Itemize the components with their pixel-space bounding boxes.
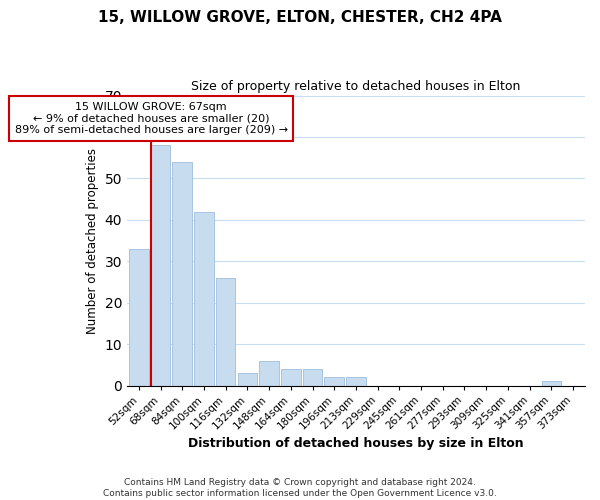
Text: 15 WILLOW GROVE: 67sqm
← 9% of detached houses are smaller (20)
89% of semi-deta: 15 WILLOW GROVE: 67sqm ← 9% of detached … — [14, 102, 288, 135]
Bar — [259, 360, 279, 386]
Bar — [281, 369, 301, 386]
X-axis label: Distribution of detached houses by size in Elton: Distribution of detached houses by size … — [188, 437, 524, 450]
Bar — [194, 212, 214, 386]
Title: Size of property relative to detached houses in Elton: Size of property relative to detached ho… — [191, 80, 521, 93]
Bar — [129, 249, 149, 386]
Bar — [216, 278, 235, 386]
Bar — [542, 382, 561, 386]
Text: Contains HM Land Registry data © Crown copyright and database right 2024.
Contai: Contains HM Land Registry data © Crown c… — [103, 478, 497, 498]
Bar — [303, 369, 322, 386]
Bar — [346, 378, 366, 386]
Y-axis label: Number of detached properties: Number of detached properties — [86, 148, 99, 334]
Bar — [151, 146, 170, 386]
Bar — [238, 373, 257, 386]
Text: 15, WILLOW GROVE, ELTON, CHESTER, CH2 4PA: 15, WILLOW GROVE, ELTON, CHESTER, CH2 4P… — [98, 10, 502, 25]
Bar — [325, 378, 344, 386]
Bar — [172, 162, 192, 386]
